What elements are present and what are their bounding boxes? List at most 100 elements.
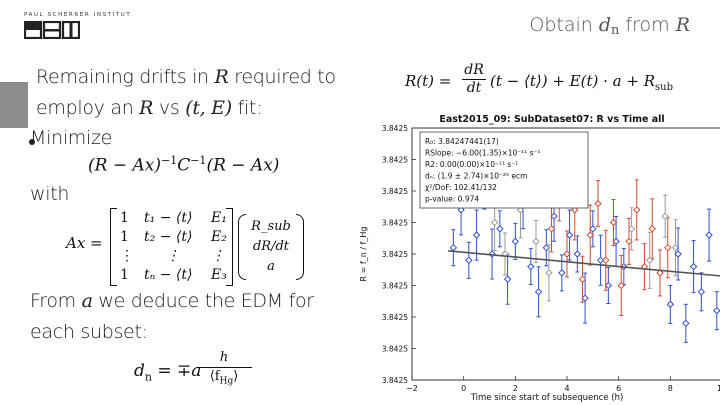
x-tick-label: −2: [406, 384, 418, 393]
parameter-vector: R_sub dR/dt a: [251, 219, 291, 274]
title-middle: from: [619, 14, 676, 36]
data-point: [594, 199, 602, 208]
data-point: [496, 225, 504, 233]
minimize-label: Minimize: [30, 127, 113, 149]
y-tick-label: 3.8425: [382, 376, 408, 385]
model-formula-lhs: R(t) =: [405, 72, 452, 90]
vector-right-paren: [296, 214, 304, 280]
data-point: [625, 237, 633, 246]
x-tick-label: 6: [616, 384, 621, 393]
with-label: with: [30, 183, 70, 205]
data-point: [558, 269, 566, 277]
legend-line: p-value: 0.974: [425, 195, 479, 204]
matrix-col-1: 1 1 ⋮ 1: [120, 210, 134, 283]
section-marker: [0, 82, 28, 128]
data-point: [472, 231, 481, 239]
y-tick-label: 3.8425: [382, 250, 408, 259]
text-line-1: Remaining drifts in R required to: [36, 66, 336, 88]
data-point: [589, 225, 597, 233]
data-point: [503, 275, 512, 283]
data-point: [602, 256, 610, 265]
data-point: [656, 269, 664, 277]
data-point: [689, 262, 698, 271]
data-point: [573, 250, 582, 258]
minimize-expression: (R − Ax)−1C−1(R − Ax): [88, 154, 280, 176]
logo-text: PAUL SCHERRER INSTITUT: [24, 12, 132, 18]
psi-logo-mark: [24, 21, 80, 39]
data-point: [645, 256, 654, 265]
data-point: [532, 237, 540, 246]
plot-title: East2015_09: SubDataset07: R vs Time all: [439, 114, 664, 125]
x-tick-label: 0: [461, 384, 466, 393]
title-var-d: d: [598, 14, 612, 36]
data-point: [527, 262, 535, 271]
legend-line: dₙ: (1.9 ± 2.74)×10⁻²⁵ ecm: [425, 172, 527, 181]
data-point: [581, 294, 589, 302]
data-point: [534, 288, 543, 296]
dn-formula-lhs: dn = ∓a: [134, 361, 202, 384]
data-point: [697, 288, 706, 296]
x-tick-label: 2: [513, 384, 518, 393]
text-from-line-1: From a we deduce the EDM for: [30, 290, 314, 312]
data-point: [648, 225, 656, 233]
vector-left-paren: [238, 214, 246, 280]
legend-line: R2: 0.00(0.00)×10⁻¹¹ s⁻¹: [425, 160, 518, 169]
matrix-right-bracket: [226, 208, 233, 286]
x-tick-label: 4: [564, 384, 569, 393]
data-point: [596, 256, 605, 265]
text-from-line-2: each subset:: [30, 321, 148, 343]
x-tick-label: 10: [717, 384, 720, 393]
data-point: [511, 237, 520, 246]
data-point: [586, 231, 594, 239]
model-formula-rest: (t − ⟨t⟩) + E(t) · a + Rsub: [490, 72, 673, 93]
legend-line: RSlope: −6.00(1.35)×10⁻¹¹ s⁻¹: [425, 149, 541, 158]
y-tick-label: 3.8425: [382, 156, 408, 165]
matrix-left-bracket: [110, 208, 117, 286]
data-point: [612, 237, 620, 246]
data-point: [550, 212, 558, 220]
title-prefix: Obtain: [529, 14, 599, 36]
text-line-2: employ an R vs (t, E) fit:: [36, 97, 263, 119]
data-point: [563, 250, 571, 258]
data-point: [633, 206, 641, 214]
data-point: [565, 231, 574, 239]
x-tick-label: 8: [668, 384, 673, 393]
legend-line: χ²/DoF: 102.41/132: [425, 183, 497, 192]
y-tick-label: 3.8425: [382, 187, 408, 196]
psi-logo: PAUL SCHERRER INSTITUT: [24, 12, 132, 39]
bullet-dot: [29, 139, 35, 145]
data-point: [578, 275, 587, 283]
slide-title: Obtain dn from R: [529, 14, 690, 38]
title-var-r: R: [675, 14, 690, 36]
data-point: [604, 281, 613, 290]
data-point: [682, 319, 690, 328]
data-point: [465, 256, 473, 265]
y-tick-label: 3.8425: [382, 219, 408, 228]
data-point: [671, 243, 680, 252]
matrix-col-2: t₁ − ⟨t⟩ t₂ − ⟨t⟩ ⋮ tₙ − ⟨t⟩: [144, 210, 193, 283]
y-axis-label: R = f_n / f_Hg: [359, 227, 368, 282]
fit-line: [448, 250, 720, 277]
y-tick-label: 3.8425: [382, 124, 408, 133]
plot-legend: R₀: 3.84247441(17) RSlope: −6.00(1.35)×10…: [419, 131, 589, 209]
data-point: [664, 243, 672, 252]
data-point: [674, 250, 682, 258]
dn-fraction: h ⟨fHg⟩: [196, 351, 252, 391]
data-point: [490, 218, 499, 227]
data-point: [609, 218, 618, 227]
data-point: [666, 300, 675, 309]
ax-label: Ax =: [66, 234, 103, 252]
data-point: [617, 281, 625, 290]
y-tick-label: 3.8425: [382, 282, 408, 291]
legend-line: R₀: 3.84247441(17): [425, 137, 499, 146]
data-point: [705, 231, 713, 239]
model-formula-fraction: dR dt: [462, 62, 486, 97]
data-point: [713, 306, 720, 315]
data-point: [547, 225, 556, 233]
title-sub-n: n: [611, 23, 620, 38]
data-point: [542, 243, 551, 252]
data-point: [661, 212, 669, 220]
y-tick-label: 3.8425: [382, 313, 408, 322]
matrix-col-3: E₁ E₂ ⋮ E₃: [211, 210, 227, 283]
data-point: [627, 225, 636, 233]
